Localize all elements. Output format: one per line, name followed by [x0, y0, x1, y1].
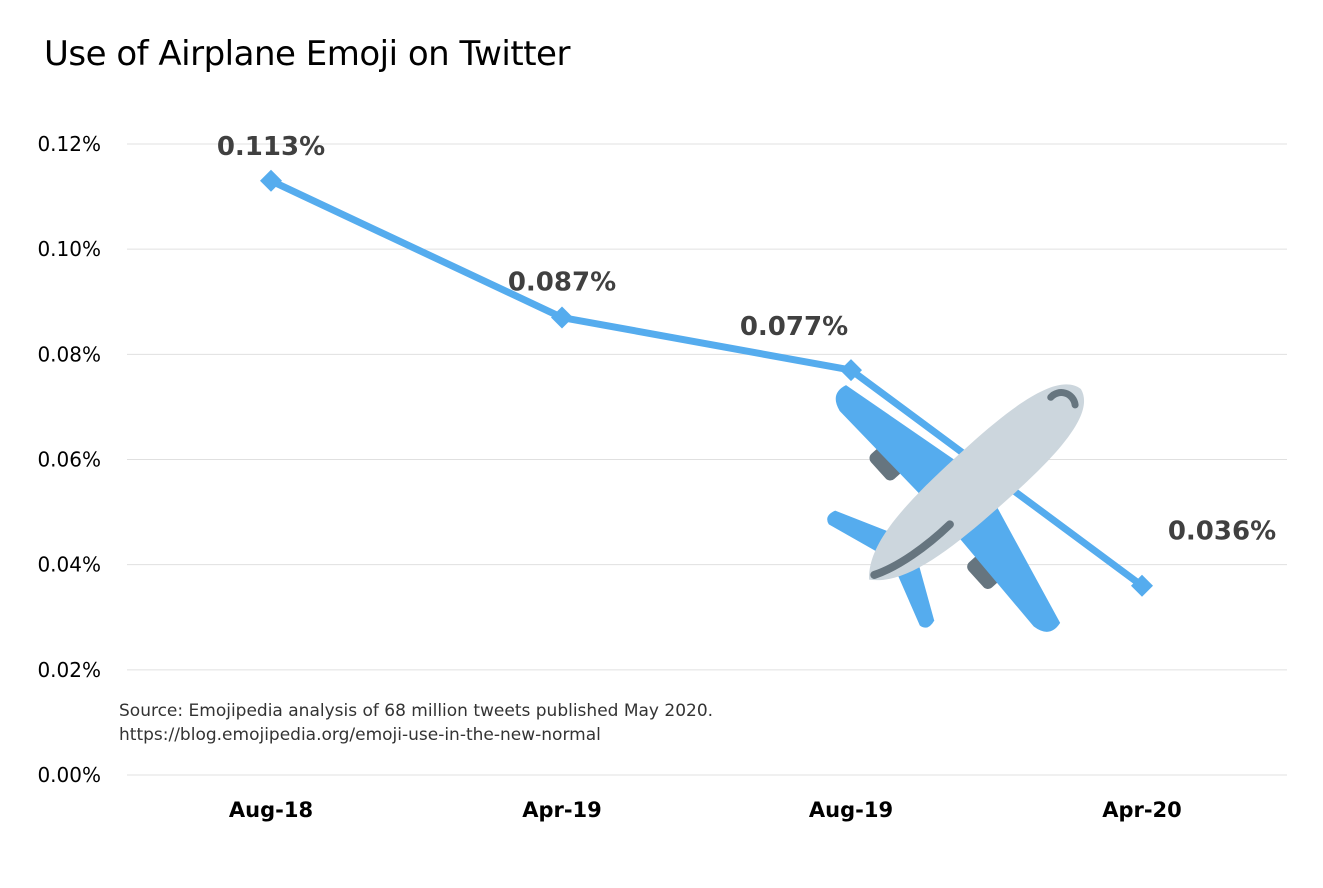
- data-label: 0.087%: [508, 268, 616, 298]
- series-line-path: [269, 177, 1145, 589]
- x-tick-label: Apr-19: [522, 798, 602, 822]
- source-url: https://blog.emojipedia.org/emoji-use-in…: [119, 725, 601, 745]
- chart-title: Use of Airplane Emoji on Twitter: [44, 34, 570, 74]
- x-tick-label: Aug-19: [809, 798, 893, 822]
- grid-lines: [127, 143, 1287, 776]
- y-tick-label: 0.00%: [37, 763, 101, 787]
- data-label: 0.113%: [217, 132, 325, 162]
- data-label: 0.077%: [740, 312, 848, 342]
- x-tick-labels: Aug-18 Apr-19 Aug-19 Apr-20: [229, 798, 1182, 822]
- y-tick-label: 0.04%: [37, 553, 101, 577]
- source-note: Source: Emojipedia analysis of 68 millio…: [119, 701, 714, 721]
- y-tick-label: 0.06%: [37, 448, 101, 472]
- series-line: 0.113% 0.087% 0.077% 0.036%: [217, 132, 1276, 597]
- y-tick-label: 0.02%: [37, 658, 101, 682]
- y-tick-label: 0.12%: [37, 132, 101, 156]
- data-point-marker: [551, 306, 573, 329]
- airplane-icon: [827, 384, 1085, 632]
- data-point-marker: [1131, 574, 1153, 597]
- x-tick-label: Apr-20: [1102, 798, 1182, 822]
- x-tick-label: Aug-18: [229, 798, 313, 822]
- data-point-marker: [260, 169, 282, 192]
- data-point-marker: [840, 359, 862, 382]
- y-tick-label: 0.08%: [37, 342, 101, 366]
- y-tick-label: 0.10%: [37, 237, 101, 261]
- y-tick-labels: 0.00% 0.02% 0.04% 0.06% 0.08% 0.10% 0.12%: [37, 132, 101, 787]
- data-label: 0.036%: [1168, 517, 1276, 547]
